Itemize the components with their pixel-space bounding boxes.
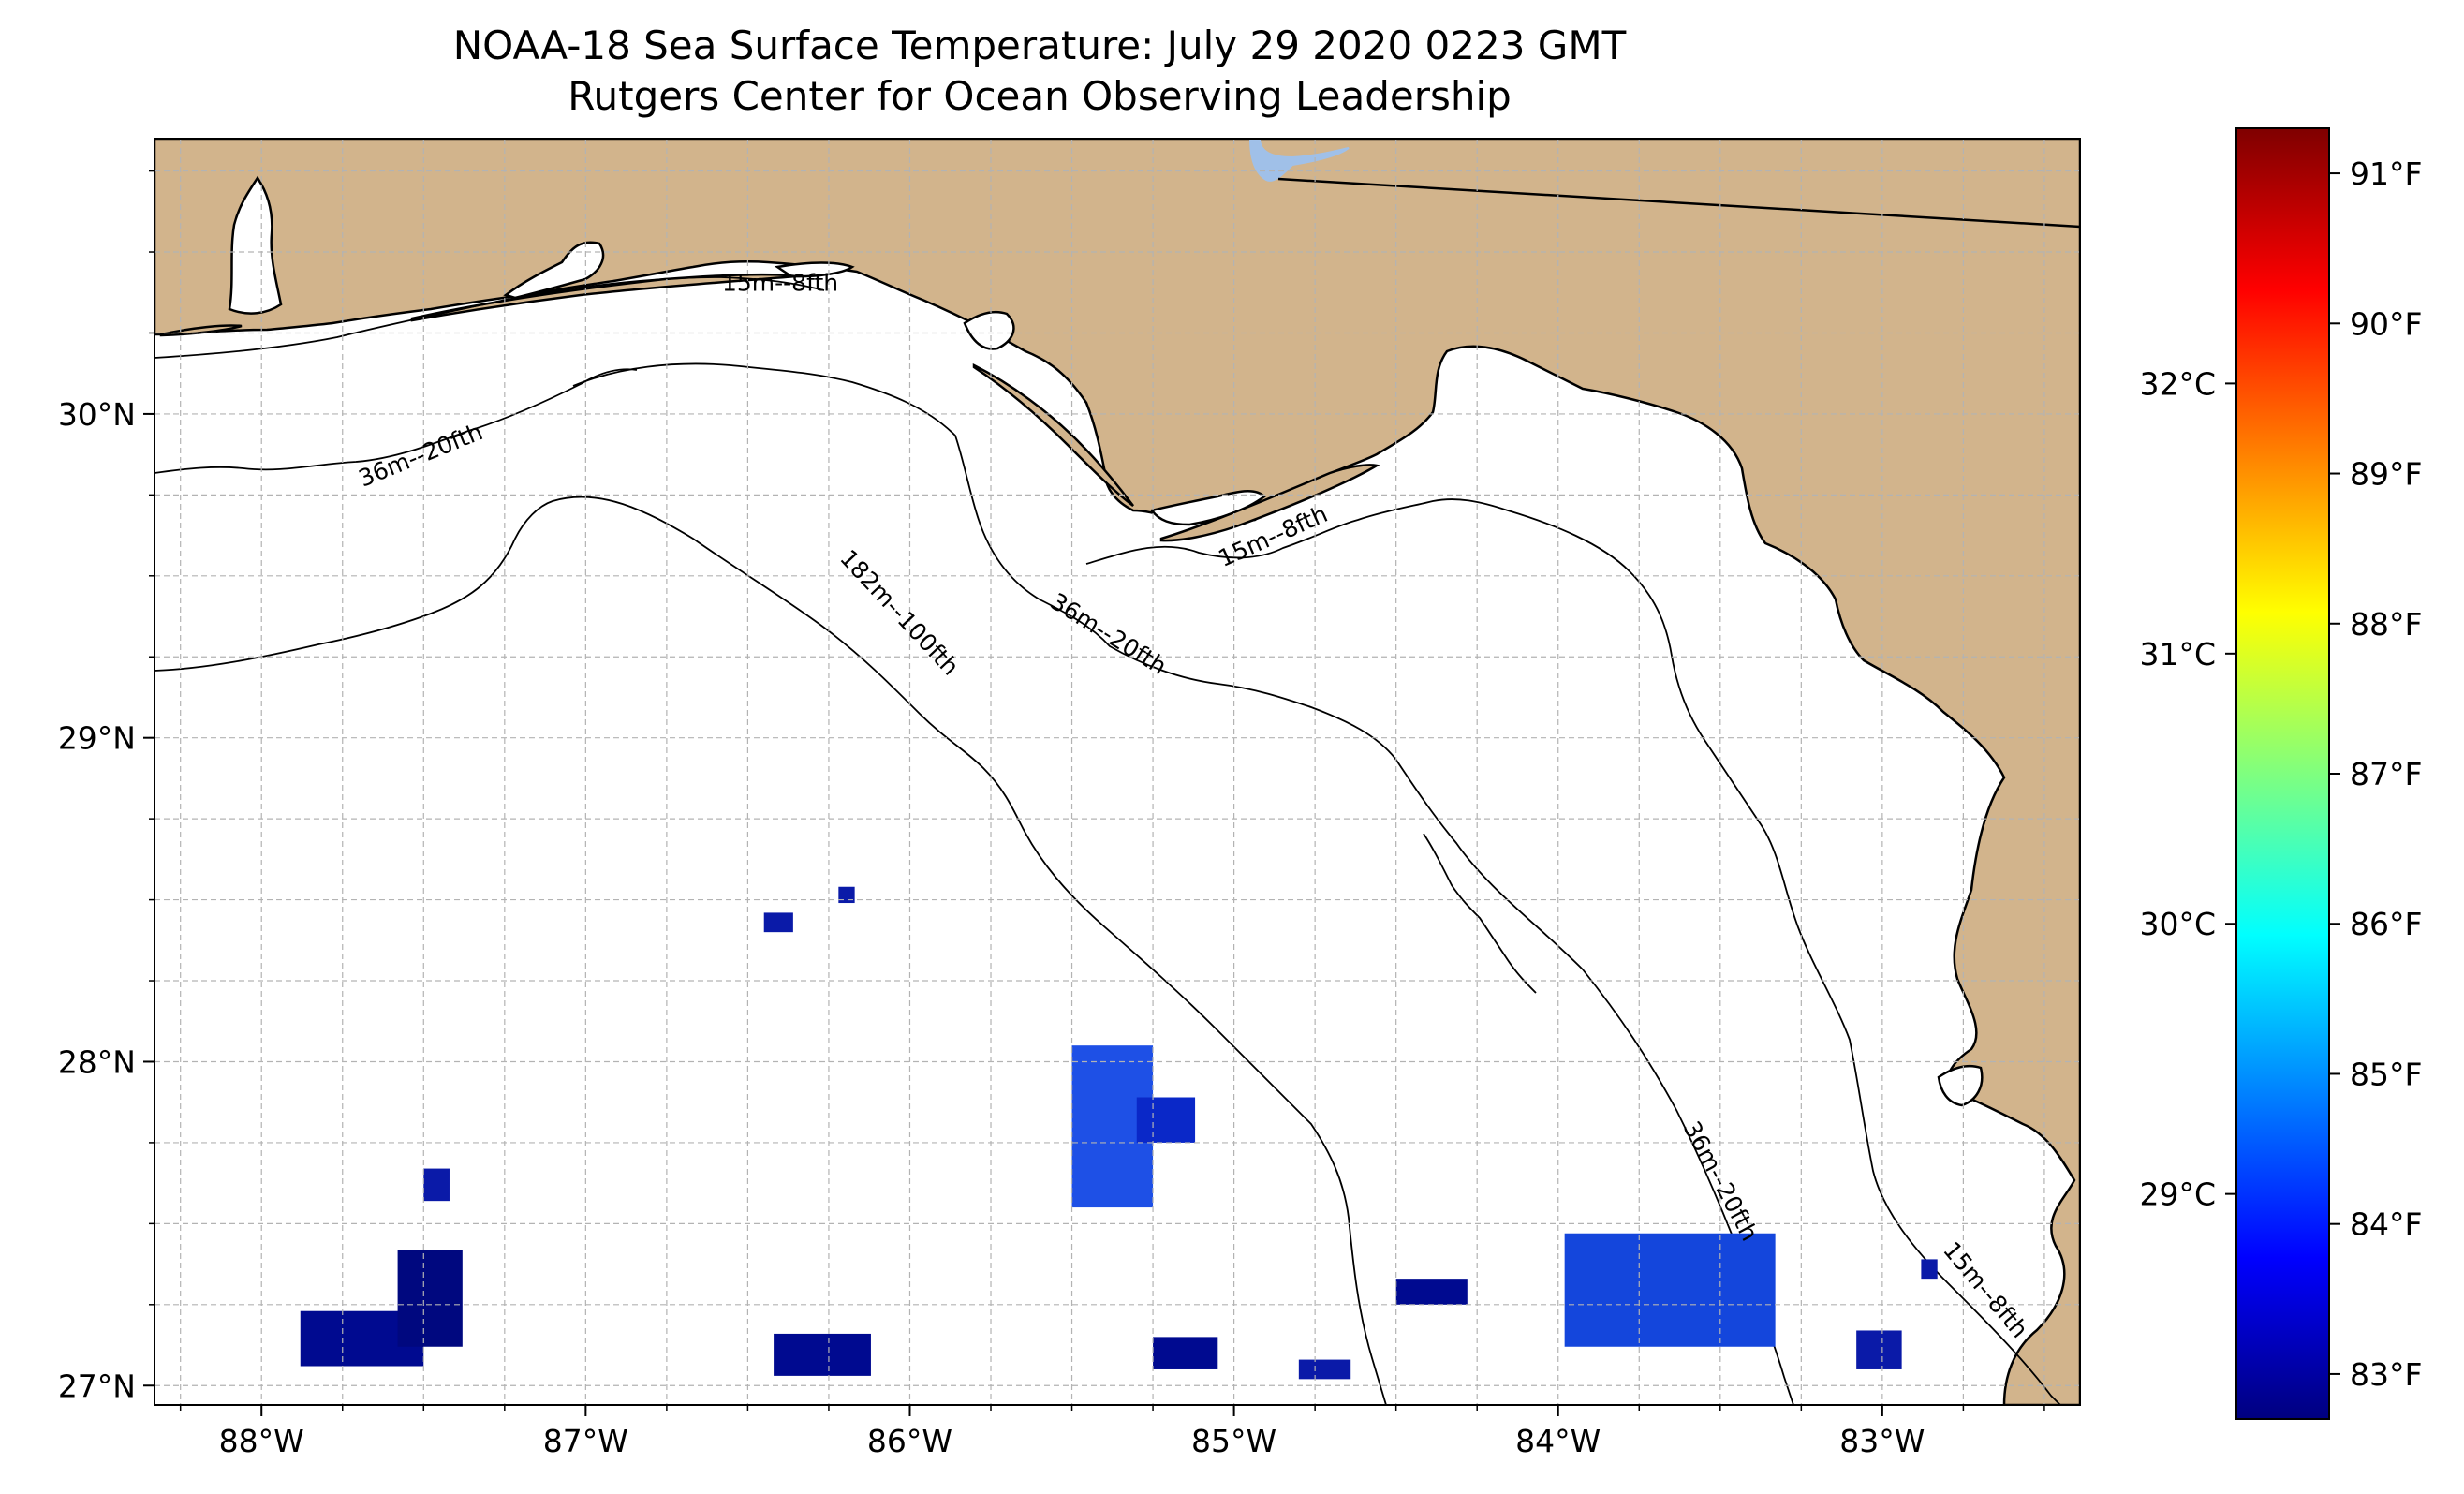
lon-tick-label-3: 85°W bbox=[1191, 1423, 1276, 1459]
c-tick-label-2: 31°C bbox=[2139, 636, 2216, 673]
contour-15m-west bbox=[155, 276, 825, 359]
colorbar-axes: 83°F 84°F 85°F 86°F 87°F 88°F 89°F 90°F 91°F 29°C… bbox=[2139, 155, 2422, 1393]
colorbar bbox=[2235, 127, 2330, 1420]
sst-patch-8 bbox=[1153, 1337, 1218, 1369]
f-tick-label-5: 88°F bbox=[2350, 606, 2422, 643]
lon-tick-label-0: 88°W bbox=[219, 1423, 304, 1459]
depth-contours bbox=[155, 276, 2061, 1405]
c-tick-label-3: 32°C bbox=[2139, 365, 2216, 402]
gridlines bbox=[155, 139, 2080, 1405]
f-tick-label-0: 83°F bbox=[2350, 1356, 2422, 1393]
lake bbox=[1248, 139, 1350, 182]
sst-patch-11 bbox=[1564, 1233, 1776, 1347]
contour-label-text: 15m--8fth bbox=[722, 270, 838, 297]
map-axes: 88°W 87°W 86°W 85°W 84°W 83°W 30°N 29°N 28°N 27°N bbox=[58, 170, 2045, 1459]
sst-patch-13 bbox=[1921, 1259, 1938, 1280]
tampa-bay bbox=[1937, 1064, 1984, 1107]
sst-patch-3 bbox=[763, 912, 793, 933]
barrier-island-st-george bbox=[1159, 464, 1380, 542]
lat-tick-label-3: 27°N bbox=[58, 1368, 136, 1404]
contour-label-0: 15m--8fth bbox=[722, 270, 838, 297]
sst-patch-4 bbox=[838, 886, 855, 904]
map-title: NOAA-18 Sea Surface Temperature: July 29… bbox=[0, 21, 2079, 122]
contour-36m-central bbox=[572, 362, 1794, 1405]
sst-patch-1 bbox=[397, 1250, 463, 1347]
lon-tick-label-2: 86°W bbox=[867, 1423, 952, 1459]
pensacola-bay bbox=[503, 241, 605, 300]
lon-tick-label-5: 83°W bbox=[1839, 1423, 1925, 1459]
lon-tick-label-4: 84°W bbox=[1515, 1423, 1601, 1459]
st-andrew-bay bbox=[963, 310, 1015, 350]
lat-tick-label-2: 28°N bbox=[58, 1043, 136, 1080]
f-tick-label-2: 85°F bbox=[2350, 1056, 2422, 1092]
f-tick-label-4: 87°F bbox=[2350, 756, 2422, 792]
land-mass bbox=[155, 139, 2080, 1405]
lon-tick-label-1: 87°W bbox=[543, 1423, 628, 1459]
title-line-1: NOAA-18 Sea Surface Temperature: July 29… bbox=[452, 22, 1627, 68]
mobile-bay bbox=[228, 175, 283, 315]
f-tick-label-3: 86°F bbox=[2350, 906, 2422, 942]
sst-patch-7 bbox=[1136, 1097, 1196, 1143]
sst-patch-9 bbox=[1298, 1359, 1351, 1380]
c-tick-label-1: 30°C bbox=[2139, 906, 2216, 942]
sst-patch-2 bbox=[423, 1168, 450, 1202]
c-tick-label-0: 29°C bbox=[2139, 1176, 2216, 1213]
lat-tick-label-1: 29°N bbox=[58, 720, 136, 757]
map-frame bbox=[154, 138, 2081, 1406]
sst-patch-10 bbox=[1395, 1279, 1468, 1305]
contour-bigbend-detail bbox=[1423, 833, 1537, 994]
choctawhatchee-bay bbox=[774, 261, 855, 278]
lat-tick-label-0: 30°N bbox=[58, 396, 136, 433]
f-tick-label-7: 90°F bbox=[2350, 305, 2422, 342]
barrier-island-panhandle bbox=[972, 362, 1134, 507]
contour-182m bbox=[155, 496, 1387, 1405]
f-tick-label-6: 89°F bbox=[2350, 456, 2422, 493]
contour-36m-west bbox=[155, 368, 638, 474]
f-tick-label-1: 84°F bbox=[2350, 1206, 2422, 1243]
state-boundary-line bbox=[1277, 177, 2080, 229]
contour-15m-east bbox=[1085, 498, 2061, 1405]
sst-patch-5 bbox=[774, 1333, 871, 1376]
f-tick-label-8: 91°F bbox=[2350, 155, 2422, 192]
apalachicola-bay bbox=[1149, 490, 1266, 526]
sst-patch-12 bbox=[1856, 1330, 1902, 1369]
title-line-2: Rutgers Center for Ocean Observing Leade… bbox=[568, 73, 1512, 119]
sst-layer bbox=[300, 886, 1938, 1380]
barrier-island-mobile bbox=[159, 324, 243, 337]
